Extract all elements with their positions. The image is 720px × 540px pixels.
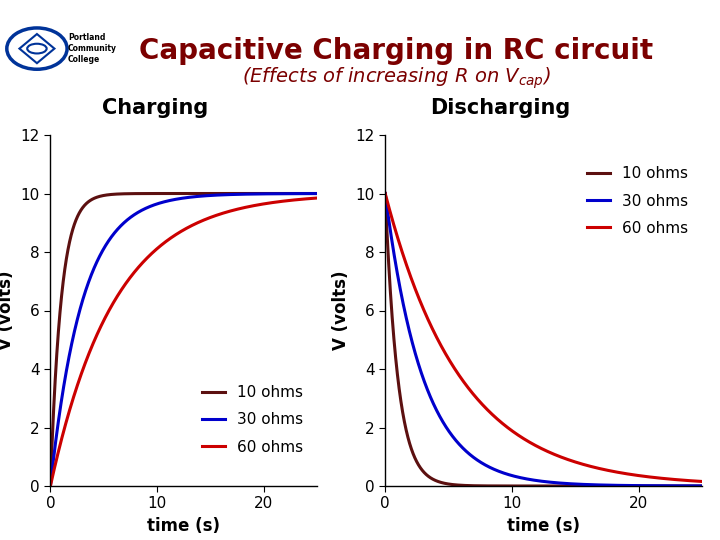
Text: Discharging: Discharging	[431, 98, 570, 118]
Text: Community: Community	[68, 44, 117, 53]
Polygon shape	[19, 34, 55, 63]
X-axis label: time (s): time (s)	[147, 517, 220, 535]
Text: (Effects of increasing R on V$_{cap}$): (Effects of increasing R on V$_{cap}$)	[242, 65, 550, 91]
Text: College: College	[68, 55, 100, 64]
Ellipse shape	[6, 28, 67, 69]
Text: Capacitive Charging in RC circuit: Capacitive Charging in RC circuit	[139, 37, 653, 65]
Legend: 10 ohms, 30 ohms, 60 ohms: 10 ohms, 30 ohms, 60 ohms	[581, 160, 694, 242]
X-axis label: time (s): time (s)	[507, 517, 580, 535]
Y-axis label: V (volts): V (volts)	[0, 271, 15, 350]
Text: Charging: Charging	[102, 98, 208, 118]
Circle shape	[27, 44, 47, 53]
Legend: 10 ohms, 30 ohms, 60 ohms: 10 ohms, 30 ohms, 60 ohms	[196, 379, 309, 461]
Text: Portland: Portland	[68, 33, 105, 43]
Y-axis label: V (volts): V (volts)	[332, 271, 350, 350]
